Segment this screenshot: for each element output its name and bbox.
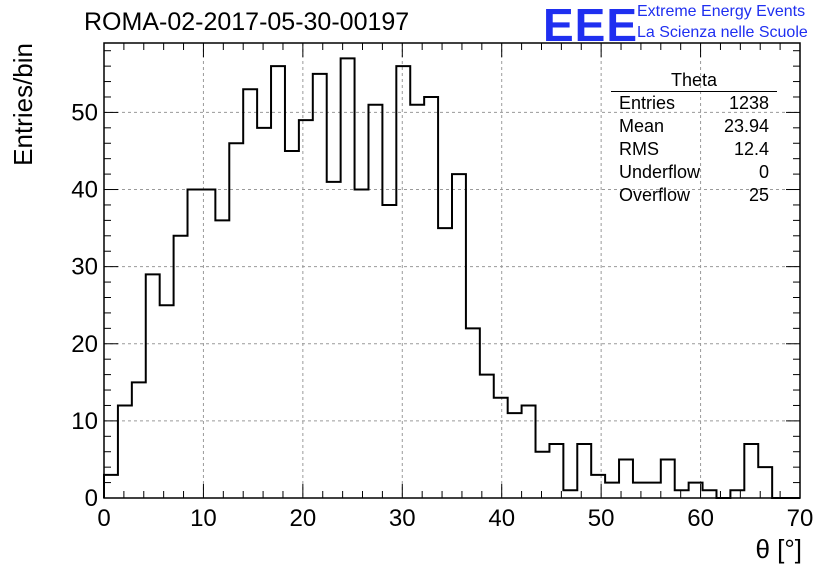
histogram-bin <box>132 382 146 498</box>
stats-row-underflow: Underflow 0 <box>611 161 777 184</box>
stats-label: RMS <box>619 139 659 159</box>
x-tick-label: 30 <box>389 505 416 532</box>
eee-logo-line2: La Scienza nelle Scuole <box>637 24 808 41</box>
histogram-bin <box>104 475 118 498</box>
histogram-bin <box>452 174 466 498</box>
histogram-bin <box>243 89 257 498</box>
stats-label: Entries <box>619 93 676 113</box>
histogram-bin <box>577 444 591 498</box>
histogram-bin <box>160 305 174 498</box>
histogram-bin <box>744 444 758 498</box>
stats-label: Underflow <box>619 162 701 182</box>
histogram-bin <box>494 398 508 498</box>
histogram-bin <box>536 452 550 498</box>
y-tick-label: 30 <box>71 254 98 281</box>
histogram-bin <box>508 413 522 498</box>
histogram-bin <box>382 205 396 498</box>
stats-value: 25 <box>748 185 769 205</box>
histogram-bin <box>118 405 132 498</box>
histogram-bin <box>563 490 577 498</box>
histogram-outline <box>103 57 800 499</box>
histogram-bin <box>730 490 744 498</box>
histogram-bin <box>146 274 160 498</box>
histogram-bin <box>215 220 229 498</box>
histogram-bin <box>703 490 717 498</box>
stats-label: Overflow <box>619 185 691 205</box>
x-tick-label: 70 <box>787 505 814 532</box>
histogram-bin <box>549 444 563 498</box>
x-tick-label: 20 <box>290 505 317 532</box>
eee-logo-line1: Extreme Energy Events <box>637 3 806 20</box>
y-tick-label: 10 <box>71 408 98 435</box>
x-axis-label: θ [°] <box>755 534 802 564</box>
y-axis-label: Entries/bin <box>8 43 38 166</box>
stats-value: 23.94 <box>723 116 769 136</box>
y-tick-label: 0 <box>85 485 98 512</box>
stats-title: Theta <box>611 70 777 92</box>
histogram-bin <box>424 97 438 498</box>
stats-box: Theta Entries 1238 Mean 23.94 RMS 12.4 Unde… <box>611 70 777 207</box>
x-tick-label: 0 <box>97 505 110 532</box>
x-tick-label: 40 <box>488 505 515 532</box>
y-tick-label: 40 <box>71 177 98 204</box>
stats-row-rms: RMS 12.4 <box>611 138 777 161</box>
histogram-bin <box>647 483 661 498</box>
run-title: ROMA-02-2017-05-30-00197 <box>84 8 410 36</box>
stats-row-entries: Entries 1238 <box>611 92 777 115</box>
histogram-bin <box>368 105 382 498</box>
histogram-bin <box>396 66 410 498</box>
stats-value: 12.4 <box>733 139 769 159</box>
x-tick-label: 60 <box>687 505 714 532</box>
x-tick-label: 10 <box>190 505 217 532</box>
y-tick-label: 50 <box>71 99 98 126</box>
histogram-bin <box>174 236 188 498</box>
histogram-bin <box>633 483 647 498</box>
plot-frame <box>103 42 801 499</box>
histogram-bin <box>327 182 341 498</box>
histogram-bin <box>313 74 327 498</box>
histogram-bin <box>591 475 605 498</box>
histogram-bin <box>285 151 299 498</box>
stats-row-mean: Mean 23.94 <box>611 115 777 138</box>
histogram-bin <box>257 128 271 498</box>
stats-value: 0 <box>758 162 769 182</box>
stats-row-overflow: Overflow 25 <box>611 184 777 207</box>
histogram-bin <box>229 143 243 498</box>
histogram-bin <box>410 105 424 498</box>
stats-value: 1238 <box>728 93 769 113</box>
stats-label: Mean <box>619 116 665 136</box>
x-tick-label: 50 <box>588 505 615 532</box>
histogram-bin <box>522 405 536 498</box>
histogram-bin <box>299 120 313 498</box>
histogram-bin <box>466 328 480 498</box>
histogram-bin <box>661 459 675 498</box>
histogram-bin <box>605 483 619 498</box>
histogram-bin <box>675 490 689 498</box>
histogram-bin <box>480 375 494 498</box>
histogram-bin <box>341 58 355 498</box>
histogram-bin <box>438 228 452 498</box>
y-tick-label: 20 <box>71 331 98 358</box>
histogram-bin <box>271 66 285 498</box>
